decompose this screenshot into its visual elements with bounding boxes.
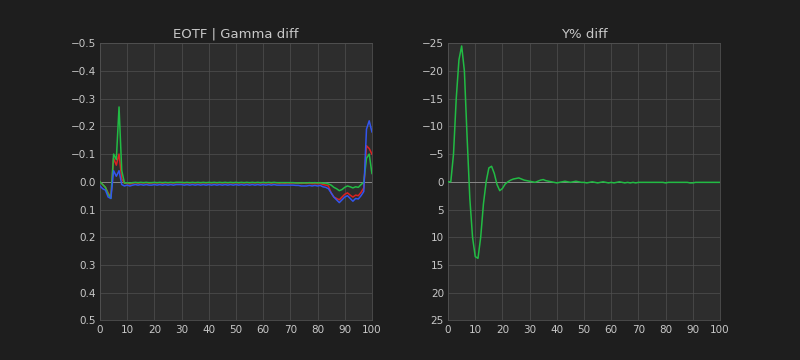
Title: Y% diff: Y% diff: [561, 28, 607, 41]
Title: EOTF | Gamma diff: EOTF | Gamma diff: [174, 28, 298, 41]
